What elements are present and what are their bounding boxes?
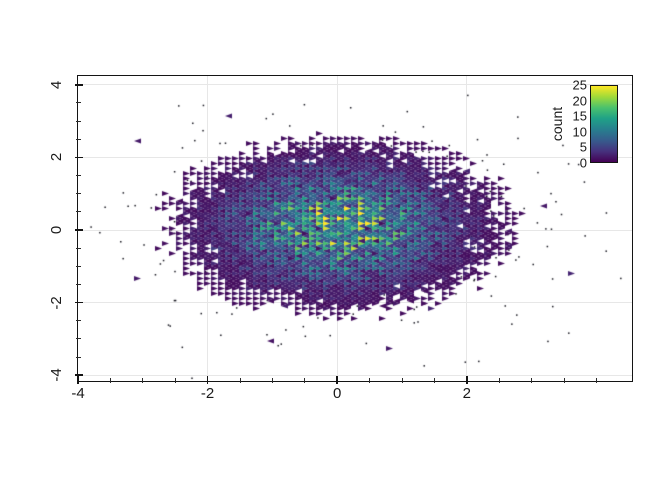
y-tick-label: 2 — [48, 153, 65, 162]
colorbar-tick-label: 15 — [572, 108, 587, 124]
colorbar-tick-label: 5 — [579, 139, 587, 155]
x-tick-label: 0 — [333, 385, 342, 402]
colorbar-tick-label: 10 — [572, 124, 587, 140]
y-tick-label: -4 — [48, 368, 65, 382]
density-canvas — [78, 76, 632, 381]
x-tick-label: -2 — [200, 385, 215, 402]
colorbar-tick-label: 20 — [572, 93, 587, 109]
y-tick-label: -2 — [48, 295, 65, 310]
colorbar-gradient — [590, 85, 618, 163]
x-tick-label: 2 — [462, 385, 471, 402]
colorbar-tick-label: 25 — [572, 77, 587, 93]
colorbar-tick-label: 0 — [579, 155, 587, 171]
y-tick-label: 4 — [48, 80, 65, 89]
x-tick-label: -4 — [71, 385, 85, 402]
y-tick-label: 0 — [48, 225, 65, 235]
